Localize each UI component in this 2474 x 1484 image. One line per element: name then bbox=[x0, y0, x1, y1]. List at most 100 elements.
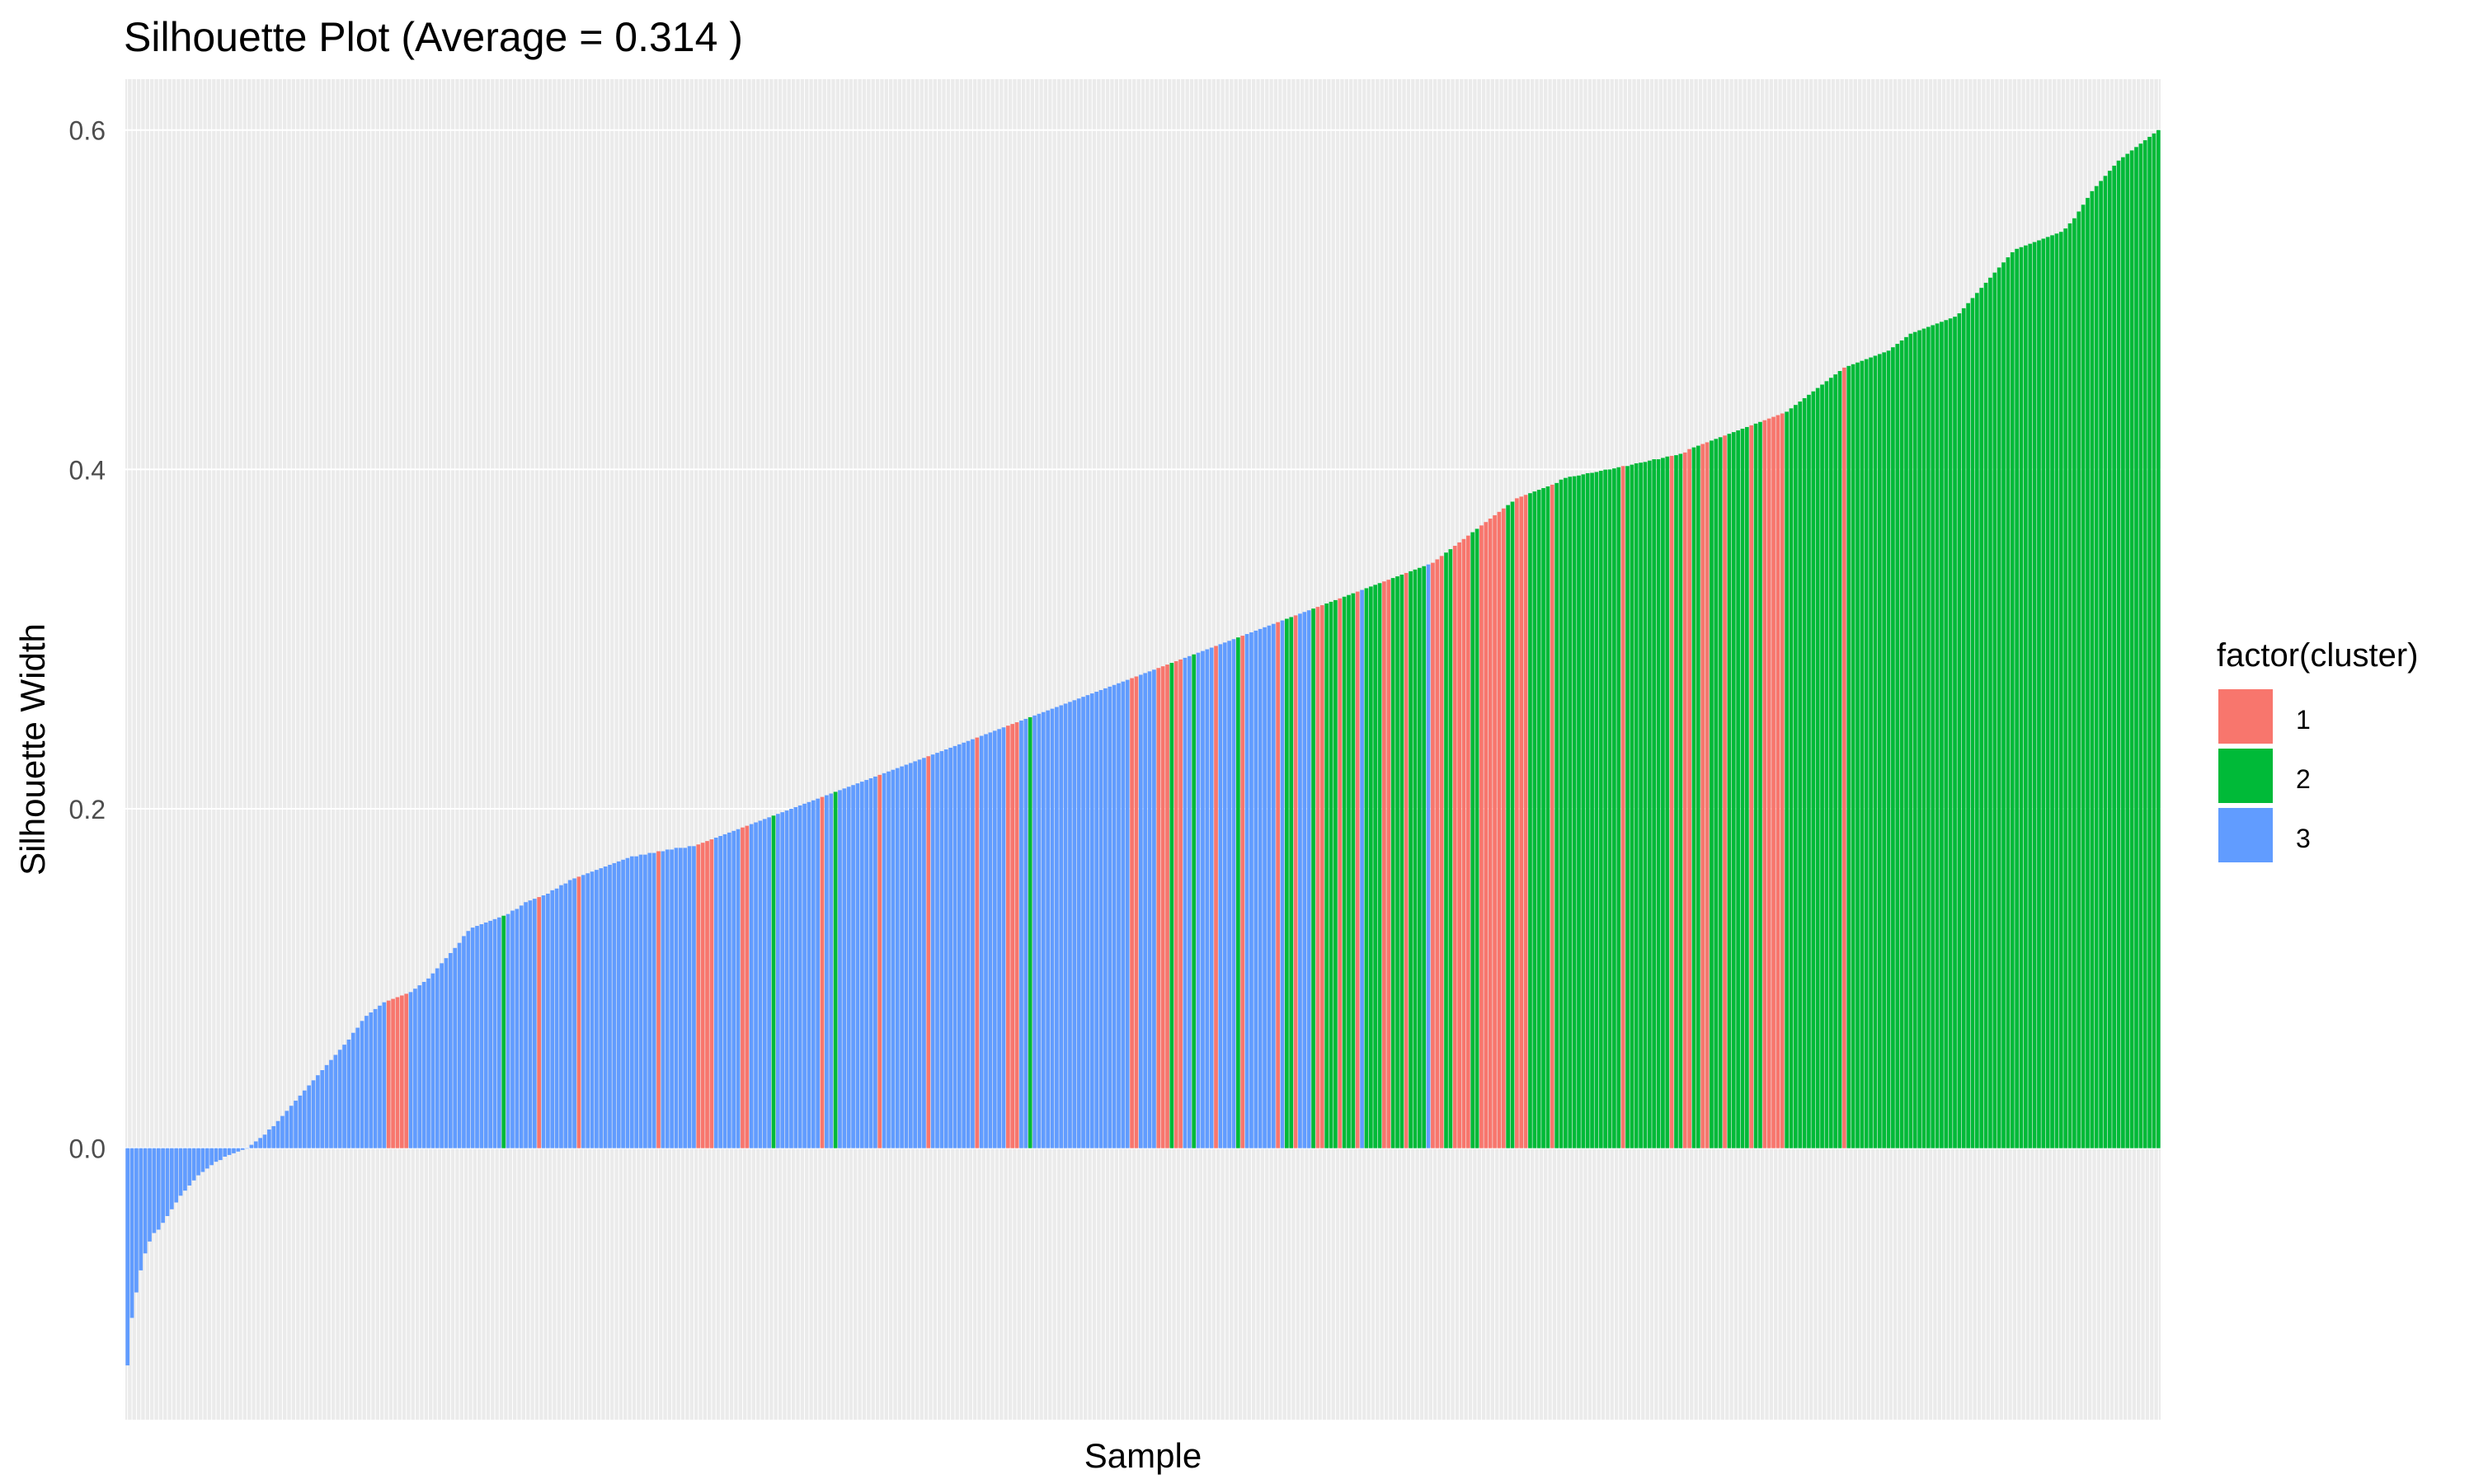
silhouette-bar bbox=[139, 1148, 143, 1270]
silhouette-bar bbox=[762, 819, 767, 1148]
silhouette-bar bbox=[240, 1148, 245, 1150]
silhouette-bar bbox=[2015, 248, 2019, 1148]
silhouette-bar bbox=[1014, 722, 1019, 1148]
silhouette-bar bbox=[692, 846, 696, 1148]
silhouette-bar bbox=[1944, 320, 1949, 1148]
silhouette-bar bbox=[1160, 666, 1165, 1148]
silhouette-bar bbox=[1577, 475, 1581, 1148]
silhouette-bar bbox=[705, 841, 709, 1148]
silhouette-bar bbox=[1639, 463, 1643, 1148]
silhouette-bar bbox=[2099, 181, 2103, 1148]
silhouette-bar bbox=[873, 776, 877, 1148]
silhouette-bar bbox=[2103, 176, 2108, 1148]
silhouette-bar bbox=[789, 809, 793, 1148]
silhouette-bar bbox=[1497, 511, 1502, 1148]
plot-background bbox=[125, 79, 2161, 1420]
silhouette-bar bbox=[1851, 364, 1856, 1148]
silhouette-bar bbox=[922, 758, 926, 1148]
silhouette-bar bbox=[1174, 660, 1178, 1148]
silhouette-bar bbox=[2024, 245, 2028, 1148]
silhouette-bar bbox=[342, 1045, 346, 1148]
silhouette-bar bbox=[1293, 615, 1298, 1148]
legend-key-3 bbox=[2218, 808, 2273, 862]
silhouette-bar bbox=[391, 998, 395, 1148]
silhouette-bar bbox=[608, 864, 612, 1148]
silhouette-bar bbox=[784, 810, 789, 1148]
silhouette-bar bbox=[1766, 418, 1771, 1148]
silhouette-bar bbox=[1953, 317, 1957, 1148]
silhouette-bar bbox=[1762, 420, 1767, 1148]
silhouette-bar bbox=[1235, 637, 1240, 1148]
silhouette-bar bbox=[2121, 157, 2125, 1148]
silhouette-bar bbox=[2001, 262, 2006, 1148]
silhouette-bar bbox=[223, 1148, 228, 1157]
silhouette-bar bbox=[1612, 468, 1616, 1148]
silhouette-bar bbox=[758, 820, 763, 1148]
silhouette-bar bbox=[1961, 308, 1966, 1148]
silhouette-bar bbox=[1974, 293, 1979, 1148]
silhouette-bar bbox=[616, 861, 621, 1148]
silhouette-bar bbox=[1006, 726, 1010, 1148]
silhouette-bar bbox=[1714, 439, 1719, 1148]
silhouette-bar bbox=[435, 968, 440, 1148]
silhouette-bar bbox=[780, 812, 785, 1148]
silhouette-bar bbox=[2134, 147, 2138, 1148]
silhouette-bar bbox=[413, 989, 417, 1148]
silhouette-bar bbox=[1794, 405, 1798, 1148]
silhouette-bar bbox=[395, 997, 400, 1148]
legend-key-2 bbox=[2218, 749, 2273, 803]
silhouette-bar bbox=[1891, 347, 1895, 1148]
silhouette-bar bbox=[1776, 415, 1780, 1148]
silhouette-bar bbox=[1564, 477, 1568, 1148]
silhouette-bar bbox=[1931, 325, 1935, 1148]
silhouette-bar bbox=[1917, 330, 1921, 1148]
silhouette-bar bbox=[1753, 423, 1758, 1148]
silhouette-bar bbox=[621, 859, 625, 1148]
silhouette-bar bbox=[816, 798, 821, 1148]
silhouette-bar bbox=[196, 1148, 200, 1176]
silhouette-bar bbox=[156, 1148, 161, 1230]
silhouette-bar bbox=[1360, 589, 1364, 1148]
silhouette-bar bbox=[541, 895, 546, 1148]
silhouette-bar bbox=[1063, 703, 1068, 1148]
silhouette-bar bbox=[1785, 411, 1789, 1148]
silhouette-bar bbox=[1669, 455, 1674, 1148]
silhouette-bar bbox=[1130, 678, 1134, 1148]
silhouette-bar bbox=[1484, 522, 1489, 1148]
silhouette-bar bbox=[736, 829, 741, 1148]
silhouette-bar bbox=[988, 732, 993, 1148]
silhouette-bar bbox=[355, 1027, 360, 1148]
silhouette-bar bbox=[1399, 575, 1404, 1148]
silhouette-bar bbox=[440, 963, 444, 1148]
silhouette-bar bbox=[2032, 242, 2037, 1148]
silhouette-bar bbox=[289, 1106, 294, 1148]
silhouette-bar bbox=[1183, 657, 1188, 1148]
silhouette-bar bbox=[1771, 416, 1776, 1148]
silhouette-bar bbox=[417, 985, 422, 1148]
silhouette-bar bbox=[656, 851, 661, 1148]
silhouette-bar bbox=[1940, 322, 1944, 1148]
silhouette-bar bbox=[1285, 618, 1289, 1148]
silhouette-bar bbox=[935, 753, 939, 1148]
silhouette-bar bbox=[1143, 673, 1148, 1148]
silhouette-bar bbox=[599, 868, 604, 1148]
silhouette-bar bbox=[952, 745, 957, 1148]
silhouette-bar bbox=[373, 1008, 378, 1148]
silhouette-bar bbox=[713, 838, 718, 1148]
silhouette-bar bbox=[1276, 622, 1280, 1148]
silhouette-bar bbox=[1253, 630, 1258, 1148]
silhouette-bar bbox=[1244, 634, 1249, 1148]
silhouette-bar bbox=[1103, 688, 1108, 1148]
silhouette-bar bbox=[603, 866, 608, 1148]
silhouette-bar bbox=[1108, 686, 1112, 1148]
silhouette-bar bbox=[1979, 288, 1984, 1148]
silhouette-bar bbox=[280, 1115, 285, 1148]
silhouette-bar bbox=[1333, 599, 1338, 1148]
silhouette-bar bbox=[316, 1075, 320, 1148]
silhouette-bar bbox=[971, 739, 975, 1148]
legend-label-1: 1 bbox=[2296, 705, 2311, 735]
silhouette-bar bbox=[1594, 472, 1599, 1148]
silhouette-bar bbox=[1386, 580, 1391, 1148]
silhouette-bar bbox=[1081, 697, 1085, 1148]
silhouette-bar bbox=[1528, 493, 1532, 1148]
